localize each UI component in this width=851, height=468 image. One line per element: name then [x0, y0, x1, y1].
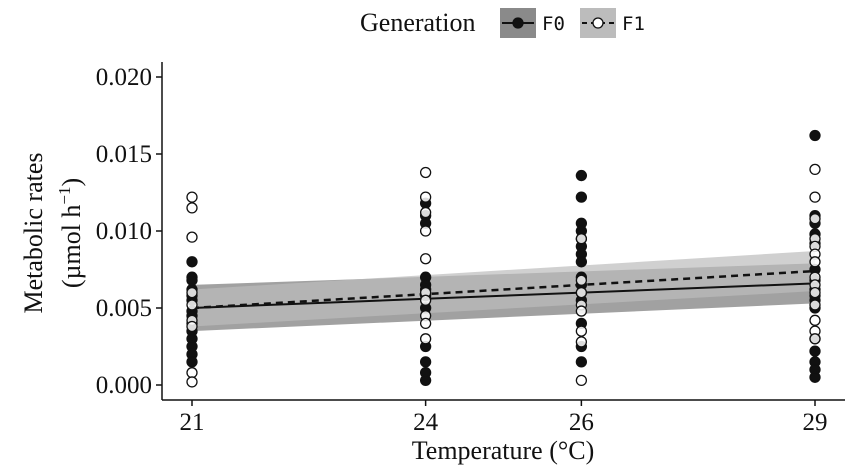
legend-label-F0: F0: [542, 13, 565, 35]
point-F1-12: [419, 225, 432, 237]
point-F0-53: [809, 345, 821, 357]
x-tick-label-1: 24: [413, 409, 439, 436]
x-tick-label-0: 21: [180, 409, 205, 436]
point-F1-4: [186, 299, 198, 311]
point-F1-25: [575, 336, 588, 348]
point-F1-13: [419, 253, 432, 265]
point-F0-26: [575, 169, 588, 182]
point-F0-2: [186, 274, 198, 286]
point-F1-9: [419, 166, 432, 179]
point-F0-23: [419, 356, 432, 368]
data-points: [186, 129, 821, 388]
confidence-bands: [192, 251, 815, 332]
x-tick-label-3: 29: [803, 409, 828, 436]
y-axis-title-line2: (µmol h−1): [55, 178, 86, 288]
point-F1-33: [809, 256, 821, 268]
axes: 0.000 0.005 0.010 0.015 0.020 21 24 26 29: [96, 62, 845, 436]
point-F1-3: [186, 286, 198, 299]
point-F0-40: [575, 356, 588, 368]
axis-titles: Temperature (°C) Metabolic rates (µmol h−1…: [19, 153, 594, 466]
point-F1-6: [186, 320, 198, 333]
point-F1-40: [809, 333, 821, 345]
point-F0-25: [419, 374, 432, 387]
point-F0-56: [809, 371, 821, 383]
y-tick-label-1: 0.005: [96, 295, 152, 322]
y-tick-label-4: 0.020: [96, 64, 152, 91]
y-tick-label-2: 0.010: [96, 218, 152, 245]
point-F1-7: [186, 367, 198, 379]
point-F0-13: [186, 356, 198, 368]
point-F1-17: [419, 317, 432, 330]
point-F1-36: [809, 286, 821, 299]
point-F1-27: [809, 163, 821, 176]
point-F1-8: [186, 376, 198, 388]
point-F1-10: [419, 191, 432, 203]
point-F1-21: [575, 286, 588, 299]
fit-line-F1: [191, 269, 816, 310]
legend-key-marker-F1: [592, 17, 604, 29]
point-F1-24: [575, 325, 588, 337]
point-F1-0: [186, 191, 198, 203]
point-F1-26: [575, 374, 588, 387]
point-F0-33: [575, 256, 588, 268]
point-F1-2: [186, 231, 198, 243]
point-F1-1: [186, 202, 198, 214]
fit-lines: [191, 269, 816, 310]
legend: Generation F0 F1: [360, 8, 645, 38]
x-tick-label-2: 26: [569, 409, 594, 436]
y-axis-title-line1: Metabolic rates: [19, 153, 48, 314]
legend-key-marker-F0: [512, 17, 524, 29]
point-F0-27: [575, 191, 588, 203]
point-F1-18: [419, 333, 432, 345]
point-F0-41: [809, 129, 821, 142]
fit-line-F0: [191, 282, 816, 309]
point-F1-38: [809, 314, 821, 326]
legend-title: Generation: [360, 8, 476, 37]
point-F1-11: [419, 206, 432, 219]
point-F1-20: [575, 274, 588, 286]
x-axis-title: Temperature (°C): [412, 436, 595, 465]
point-F1-23: [575, 305, 588, 317]
y-tick-label-3: 0.015: [96, 141, 152, 168]
legend-label-F1: F1: [622, 13, 645, 35]
point-F0-0: [186, 256, 198, 268]
y-tick-label-0: 0.000: [96, 372, 152, 399]
point-F1-15: [419, 294, 432, 306]
point-F1-37: [809, 299, 821, 311]
point-F1-19: [575, 233, 588, 245]
point-F1-28: [809, 191, 821, 203]
point-F1-29: [809, 213, 821, 225]
